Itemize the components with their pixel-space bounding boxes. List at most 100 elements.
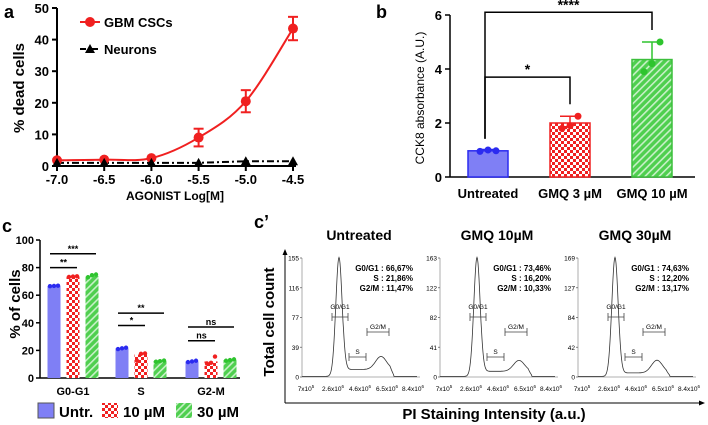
gate-label: S (631, 349, 636, 356)
data-point (227, 357, 233, 363)
data-point (74, 274, 80, 279)
x-tick-exponent: 6 (507, 384, 510, 389)
x-tick-exponent: 6 (645, 384, 648, 389)
x-tick-label: 7x105 (298, 384, 315, 393)
y-tick-label: 122 (426, 285, 437, 292)
x-tick-exponent: 5 (312, 384, 315, 389)
y-tick-label: 163 (426, 256, 437, 263)
significance-bracket (484, 11, 653, 139)
x-tick-mantissa: 2.6x10 (598, 386, 618, 393)
x-tick-mantissa: 4.6x10 (349, 386, 369, 393)
x-tick-exponent: 6 (342, 384, 345, 389)
x-axis-label: PI Staining Intensity (a.u.) (402, 406, 585, 423)
data-point (123, 345, 129, 350)
x-tick-mantissa: 8.4x10 (402, 386, 422, 393)
x-tick-label: -5.5 (187, 172, 209, 187)
significance-label: * (525, 61, 531, 77)
bar-0 (467, 150, 509, 178)
x-tick-label: GMQ 3 µM (538, 186, 602, 201)
neurons-point (99, 157, 110, 167)
y-tick-label: 0 (295, 375, 299, 382)
x-tick-label: 7x105 (574, 384, 591, 393)
significance-label: *** (68, 244, 79, 254)
y-tick-label: 84 (568, 315, 576, 322)
phase-percentage: S : 12,20% (649, 274, 689, 283)
x-arrowhead (699, 400, 705, 406)
histogram-curve (578, 256, 693, 377)
x-tick-label: 4.6x106 (487, 384, 510, 393)
x-tick-exponent: 6 (560, 384, 563, 389)
gbm-csc-point (288, 23, 298, 34)
significance-label: ns (206, 317, 217, 327)
panel-label-b: b (376, 2, 387, 22)
x-tick-label: 8.4x106 (540, 384, 563, 393)
gbm-csc-point (193, 132, 204, 143)
bar-0 (115, 348, 129, 378)
data-point (134, 358, 140, 363)
neurons-line (57, 160, 293, 164)
panel-label-c-prime: c’ (254, 212, 269, 232)
histogram-title: GMQ 30µM (599, 227, 672, 243)
x-tick-label: G0-G1 (56, 386, 89, 398)
y-tick-label: 116 (289, 285, 300, 292)
y-tick-label: 77 (292, 315, 300, 322)
data-point (189, 359, 195, 364)
data-point (204, 361, 210, 366)
significance-label: ** (60, 258, 68, 268)
x-tick-label: S (137, 386, 144, 398)
legend-label-2: 30 µM (197, 404, 239, 421)
phase-percentage: S : 21,86% (373, 274, 413, 283)
phase-percentage: G0/G1 : 66,67% (355, 264, 413, 273)
x-tick-label: -6.5 (93, 172, 115, 187)
x-tick-label: 4.6x106 (349, 384, 372, 393)
neurons-point (288, 156, 298, 166)
x-tick-mantissa: 4.6x10 (487, 386, 507, 393)
bar-1 (66, 276, 80, 378)
data-point (223, 358, 229, 363)
y-tick-label: 2 (435, 116, 442, 131)
gate-label: S (355, 349, 360, 356)
x-tick-label: GMQ 10 µM (616, 186, 687, 201)
legend-label-1: 10 µM (123, 404, 165, 421)
x-tick-exponent: 6 (672, 384, 675, 389)
y-tick-label: 30 (35, 64, 49, 79)
data-point (153, 359, 159, 364)
x-tick-mantissa: 2.6x10 (460, 386, 480, 393)
gate-label: S (493, 349, 498, 356)
panel-b: 0 2 4 6 CCK8 absorbance (A.U.) Untreated GMQ 3… (413, 0, 695, 201)
histogram-curve (302, 256, 417, 377)
x-tick-exponent: 6 (396, 384, 399, 389)
gate-label: G2/M (646, 324, 662, 331)
data-point (70, 274, 76, 279)
x-tick-label: 6.5x106 (652, 384, 675, 393)
data-point (142, 351, 148, 356)
significance-label: **** (558, 0, 580, 12)
y-axis-label: % dead cells (11, 43, 28, 133)
neurons-point (52, 157, 62, 167)
data-point (484, 146, 492, 154)
data-point (119, 346, 125, 351)
y-tick-label: 82 (430, 315, 438, 322)
phase-percentage: G2/M : 11,47% (360, 284, 413, 293)
y-tick-label: 39 (292, 345, 300, 352)
histogram-title: Untreated (326, 227, 391, 243)
phase-percentage: G0/G1 : 74,63% (631, 264, 689, 273)
y-tick-label: 6 (435, 8, 442, 23)
legend-label-neurons: Neurons (104, 42, 157, 57)
gate-marker (642, 328, 666, 336)
data-point (476, 147, 484, 155)
x-tick-label: 7x105 (436, 384, 453, 393)
histogram-curve (440, 256, 555, 377)
gate-marker (624, 353, 643, 361)
data-point (55, 283, 61, 288)
data-point (574, 112, 582, 120)
data-point (85, 275, 91, 280)
data-point (185, 359, 191, 365)
gate-label: G0/G1 (468, 304, 488, 311)
x-tick-label: -5.0 (235, 172, 257, 187)
legend-marker-neurons (85, 44, 95, 53)
data-point (89, 272, 95, 278)
gate-label: G2/M (508, 324, 524, 331)
